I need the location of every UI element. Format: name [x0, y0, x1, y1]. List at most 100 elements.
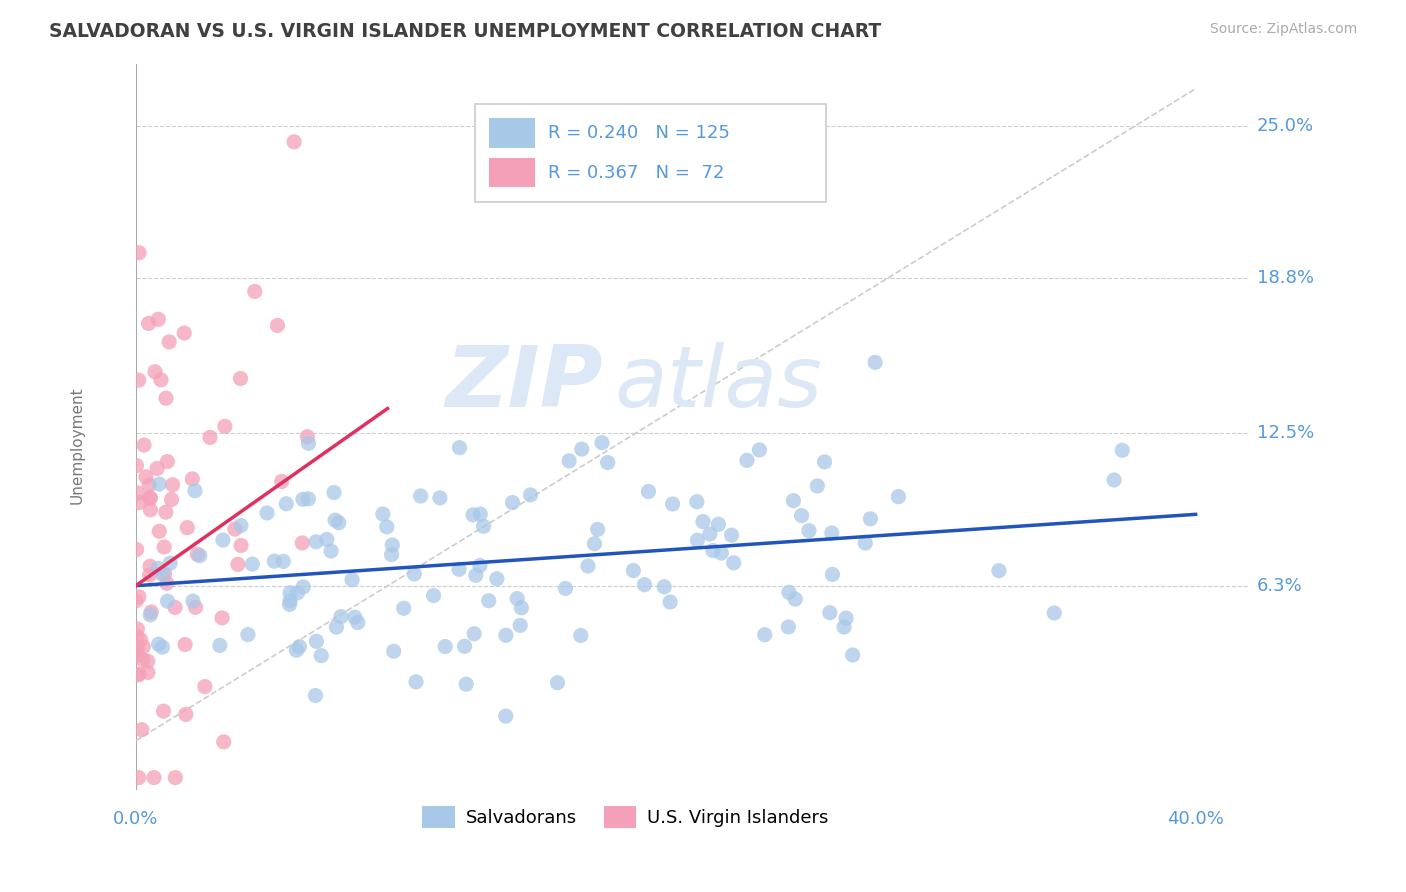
Point: [323, 513, 346, 527]
Point: [139, 559, 162, 574]
Point: [297, 491, 319, 506]
Point: [576, 559, 599, 574]
Point: [340, 573, 363, 587]
Point: [138, 568, 160, 582]
Point: [1043, 606, 1066, 620]
Point: [558, 454, 581, 468]
Point: [686, 533, 709, 548]
Point: [859, 512, 882, 526]
Point: [659, 595, 682, 609]
Point: [464, 568, 486, 582]
Point: [152, 567, 174, 582]
Point: [447, 562, 470, 576]
Point: [405, 674, 427, 689]
Point: [1102, 473, 1125, 487]
Point: [128, 667, 150, 681]
Point: [463, 627, 485, 641]
Point: [212, 735, 235, 749]
Point: [495, 709, 517, 723]
Point: [315, 533, 337, 547]
Point: [139, 607, 162, 622]
Point: [429, 491, 451, 505]
Text: 25.0%: 25.0%: [1257, 117, 1313, 135]
Point: [720, 528, 742, 542]
Point: [596, 456, 619, 470]
Point: [278, 598, 301, 612]
Point: [174, 638, 197, 652]
Point: [832, 620, 855, 634]
Point: [125, 594, 148, 608]
Point: [148, 637, 170, 651]
Point: [127, 668, 149, 682]
Point: [148, 312, 170, 326]
Point: [125, 458, 148, 473]
Point: [853, 536, 876, 550]
Point: [371, 507, 394, 521]
Point: [152, 704, 174, 718]
Text: Unemployment: Unemployment: [70, 386, 84, 504]
Point: [198, 430, 221, 444]
Point: [138, 491, 160, 505]
Point: [188, 549, 211, 563]
Point: [211, 611, 233, 625]
Point: [586, 522, 609, 536]
Point: [240, 557, 263, 571]
Point: [128, 245, 150, 260]
Text: R = 0.240   N = 125: R = 0.240 N = 125: [547, 124, 730, 142]
Point: [621, 564, 644, 578]
Point: [243, 285, 266, 299]
Point: [652, 580, 675, 594]
Point: [125, 648, 148, 663]
Point: [305, 634, 328, 648]
Text: R = 0.367   N =  72: R = 0.367 N = 72: [547, 164, 724, 182]
Point: [165, 600, 187, 615]
Point: [434, 640, 457, 654]
Point: [723, 556, 745, 570]
Point: [381, 538, 404, 552]
Point: [263, 554, 285, 568]
Point: [449, 441, 471, 455]
Point: [181, 472, 204, 486]
Point: [184, 600, 207, 615]
Point: [510, 600, 533, 615]
Point: [256, 506, 278, 520]
Point: [165, 771, 187, 785]
Point: [461, 508, 484, 522]
Point: [707, 517, 730, 532]
Point: [478, 593, 501, 607]
Legend: Salvadorans, U.S. Virgin Islanders: Salvadorans, U.S. Virgin Islanders: [415, 799, 835, 835]
Point: [323, 485, 346, 500]
Point: [375, 520, 398, 534]
Point: [305, 534, 328, 549]
Point: [748, 442, 770, 457]
Point: [186, 547, 208, 561]
Point: [236, 627, 259, 641]
Point: [818, 606, 841, 620]
Text: 12.5%: 12.5%: [1257, 424, 1313, 442]
Point: [571, 442, 593, 457]
Point: [174, 707, 197, 722]
Point: [1111, 443, 1133, 458]
Point: [422, 589, 444, 603]
Point: [229, 518, 252, 533]
Point: [778, 585, 800, 599]
Point: [128, 771, 150, 785]
Point: [297, 430, 319, 444]
Point: [329, 609, 352, 624]
Point: [128, 495, 150, 509]
FancyBboxPatch shape: [488, 159, 536, 187]
Point: [226, 558, 249, 572]
FancyBboxPatch shape: [475, 104, 825, 202]
Point: [127, 486, 149, 500]
Point: [129, 632, 152, 647]
Point: [841, 648, 863, 662]
Point: [702, 543, 724, 558]
Point: [633, 577, 655, 591]
Point: [156, 576, 179, 591]
Point: [148, 524, 170, 539]
Point: [212, 533, 235, 547]
Point: [136, 665, 159, 680]
Point: [146, 561, 169, 575]
Point: [502, 495, 524, 509]
Point: [125, 629, 148, 643]
